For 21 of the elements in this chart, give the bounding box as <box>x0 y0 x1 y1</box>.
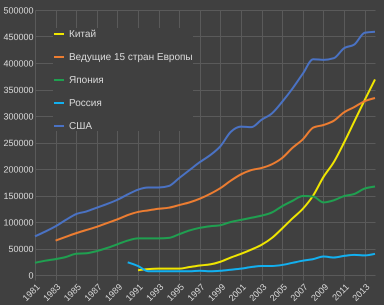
y-tick-label: 300000 <box>3 112 34 122</box>
line-series <box>126 252 376 272</box>
y-tick-label: 250000 <box>3 138 34 148</box>
y-tick-label: 150000 <box>3 191 34 201</box>
y-tick-label: 350000 <box>3 85 34 95</box>
legend-label: Ведущие 15 стран Европы <box>69 52 193 63</box>
y-tick-label: 450000 <box>3 32 34 42</box>
line-series <box>137 78 376 272</box>
line-series <box>34 30 376 238</box>
line-series <box>34 185 376 264</box>
legend-label: Япония <box>69 75 104 86</box>
legend-label: Китай <box>69 29 96 40</box>
y-tick-label: 400000 <box>3 58 34 68</box>
legend-label: США <box>69 121 92 132</box>
line-series <box>54 96 376 242</box>
legend-label: Россия <box>69 98 102 109</box>
y-tick-label: 200000 <box>3 164 34 174</box>
y-tick-label: 50000 <box>8 244 34 254</box>
y-tick-label: 100000 <box>3 218 34 228</box>
y-tick-label: 0 <box>28 270 34 280</box>
y-tick-label: 500000 <box>3 6 34 16</box>
